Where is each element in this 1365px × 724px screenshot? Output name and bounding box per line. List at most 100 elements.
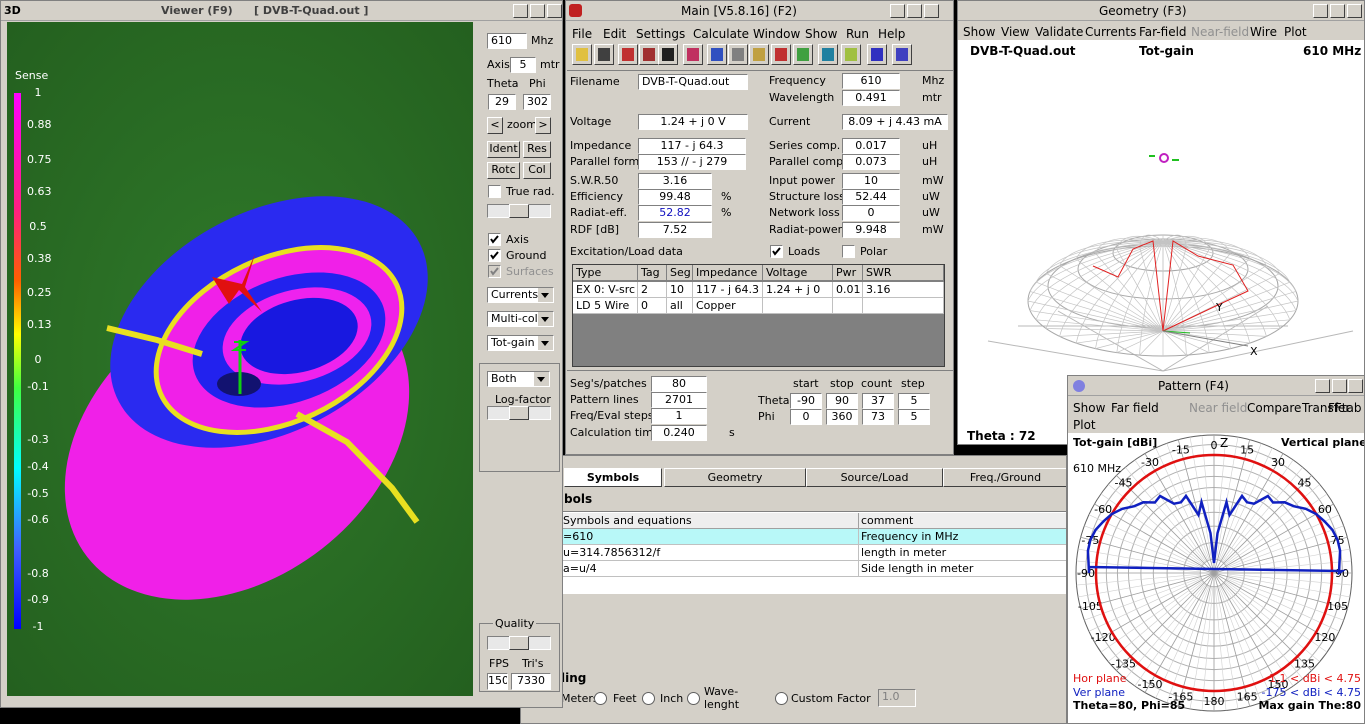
menu-item[interactable]: Near field xyxy=(1189,401,1248,415)
menu-item[interactable]: Plot xyxy=(1284,25,1307,39)
close-button[interactable] xyxy=(1348,379,1363,393)
toolbar-button[interactable] xyxy=(818,44,838,65)
radio-button[interactable] xyxy=(687,692,700,705)
menu-item[interactable]: Show xyxy=(963,25,996,39)
theta-input[interactable]: 29 xyxy=(488,94,516,110)
dropdown[interactable]: Multi-colo xyxy=(487,311,554,327)
dropdown-arrow[interactable] xyxy=(538,312,553,326)
checkbox[interactable] xyxy=(488,185,501,198)
minimize-button[interactable] xyxy=(1313,4,1328,18)
minimize-button[interactable] xyxy=(1315,379,1330,393)
viewer-3d[interactable] xyxy=(7,22,473,696)
toolbar-button[interactable] xyxy=(892,44,912,65)
close-button[interactable] xyxy=(1347,4,1362,18)
range-input[interactable]: 37 xyxy=(862,393,894,409)
menu-item[interactable]: Settings xyxy=(636,27,686,41)
minimize-button[interactable] xyxy=(513,4,528,18)
close-button[interactable] xyxy=(924,4,939,18)
close-button[interactable] xyxy=(547,4,562,18)
menu-item[interactable]: File xyxy=(572,27,593,41)
field-value[interactable]: 80 xyxy=(651,376,707,392)
menu-item[interactable]: Help xyxy=(878,27,906,41)
dropdown[interactable]: Tot-gain xyxy=(487,335,554,351)
checkbox[interactable] xyxy=(488,249,501,262)
zoom-in-button[interactable]: > xyxy=(535,117,551,134)
maximize-button[interactable] xyxy=(907,4,922,18)
toolbar-button[interactable] xyxy=(867,44,887,65)
toolbar-button[interactable] xyxy=(658,44,678,65)
dropdown[interactable]: Currents xyxy=(487,287,554,303)
frequency-input[interactable]: 610 xyxy=(487,33,527,49)
tab[interactable]: Source/Load xyxy=(806,468,943,487)
menu-item[interactable]: Plot xyxy=(1073,418,1096,432)
range-input[interactable]: 73 xyxy=(862,409,894,425)
slider-thumb[interactable] xyxy=(509,204,529,218)
menu-item[interactable]: Edit xyxy=(603,27,627,41)
radio-button[interactable] xyxy=(642,692,655,705)
checkbox[interactable] xyxy=(488,233,501,246)
axis-input[interactable]: 5 xyxy=(510,57,536,73)
dropdown-arrow[interactable] xyxy=(534,372,549,386)
menu-item[interactable]: Validate xyxy=(1035,25,1084,39)
radio-button[interactable] xyxy=(594,692,607,705)
menu-item[interactable]: Window xyxy=(753,27,801,41)
maximize-button[interactable] xyxy=(1332,379,1347,393)
toolbar-button[interactable] xyxy=(771,44,791,65)
tab[interactable]: Symbols xyxy=(564,468,662,487)
toolbar-button[interactable] xyxy=(572,44,592,65)
menu-item[interactable]: Near-field xyxy=(1191,25,1250,39)
tab[interactable]: Geometry xyxy=(664,468,806,487)
checkbox[interactable] xyxy=(770,245,783,258)
toolbar-button[interactable] xyxy=(749,44,769,65)
field-value[interactable]: 0.240 xyxy=(651,425,707,441)
button[interactable]: Ident xyxy=(487,141,520,158)
dropdown-arrow[interactable] xyxy=(538,288,553,302)
menu-item[interactable]: View xyxy=(1001,25,1030,39)
range-input[interactable]: 90 xyxy=(826,393,858,409)
minimize-button[interactable] xyxy=(890,4,905,18)
button[interactable]: Col xyxy=(523,162,551,179)
field-value[interactable]: 2701 xyxy=(651,392,707,408)
menu-item[interactable]: Wire xyxy=(1250,25,1277,39)
menu-item[interactable]: Calculate xyxy=(693,27,750,41)
menu-item[interactable]: Show xyxy=(1073,401,1106,415)
menu-item[interactable]: FFtab xyxy=(1328,401,1362,415)
menu-item[interactable]: Run xyxy=(846,27,870,41)
dropdown-arrow[interactable] xyxy=(538,336,553,350)
toolbar-button[interactable] xyxy=(594,44,614,65)
radio-button[interactable] xyxy=(775,692,788,705)
toolbar-button[interactable] xyxy=(618,44,638,65)
range-input[interactable]: 0 xyxy=(790,409,822,425)
checkbox[interactable] xyxy=(842,245,855,258)
menu-item[interactable]: Show xyxy=(805,27,838,41)
menu-item[interactable]: Far-field xyxy=(1139,25,1187,39)
menu-item[interactable]: Compare xyxy=(1247,401,1302,415)
toolbar-button[interactable] xyxy=(841,44,861,65)
range-input[interactable]: 360 xyxy=(826,409,858,425)
zoom-out-button[interactable]: < xyxy=(487,117,503,134)
menu-item[interactable]: Transfer xyxy=(1302,401,1351,415)
toolbar-button[interactable] xyxy=(707,44,727,65)
phi-input[interactable]: 302 xyxy=(523,94,551,110)
range-input[interactable]: 5 xyxy=(898,409,930,425)
legend-tick-label: 0.88 xyxy=(27,118,52,132)
tab[interactable]: Freq./Ground xyxy=(943,468,1066,487)
slider-thumb[interactable] xyxy=(509,406,529,420)
maximize-button[interactable] xyxy=(530,4,545,18)
checkbox[interactable] xyxy=(488,265,501,278)
button[interactable]: Res xyxy=(523,141,551,158)
range-input[interactable]: 5 xyxy=(898,393,930,409)
maximize-button[interactable] xyxy=(1330,4,1345,18)
menu-item[interactable]: Currents xyxy=(1085,25,1137,39)
toolbar-button[interactable] xyxy=(793,44,813,65)
toolbar-button[interactable] xyxy=(683,44,703,65)
menu-item[interactable]: Far field xyxy=(1111,401,1159,415)
toolbar-button[interactable] xyxy=(728,44,748,65)
toolbar-button[interactable] xyxy=(639,44,659,65)
dropdown[interactable]: Both xyxy=(487,371,550,387)
range-input[interactable]: -90 xyxy=(790,393,822,409)
geometry-view[interactable]: YX xyxy=(958,41,1365,445)
field-value[interactable]: 1 xyxy=(651,408,707,424)
button[interactable]: Rotc xyxy=(487,162,520,179)
slider-thumb[interactable] xyxy=(509,636,529,650)
